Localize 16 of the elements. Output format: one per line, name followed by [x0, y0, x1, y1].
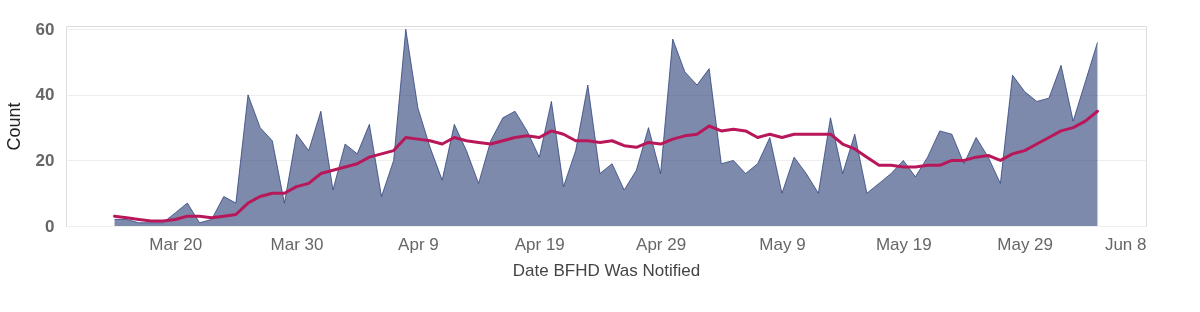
x-tick-label: Jun 8: [1104, 234, 1147, 254]
line-series: [113, 109, 1099, 223]
x-tick-label: May 19: [875, 234, 932, 254]
x-tick-label: May 29: [997, 234, 1054, 254]
x-tick-label: Apr 19: [514, 234, 565, 254]
y-tick-label: 60: [35, 19, 55, 39]
y-axis-title: Count: [3, 102, 24, 151]
x-tick-label: Mar 30: [270, 234, 324, 254]
y-tick-label: 20: [35, 150, 55, 170]
x-tick-label: May 9: [759, 234, 806, 254]
x-tick-label: Apr 29: [636, 234, 687, 254]
x-tick-label: Mar 20: [149, 234, 203, 254]
x-tick-label: Apr 9: [398, 234, 439, 254]
x-axis-title: Date BFHD Was Notified: [512, 260, 701, 280]
y-tick-label: 40: [35, 85, 55, 105]
y-tick-label: 0: [45, 216, 55, 236]
